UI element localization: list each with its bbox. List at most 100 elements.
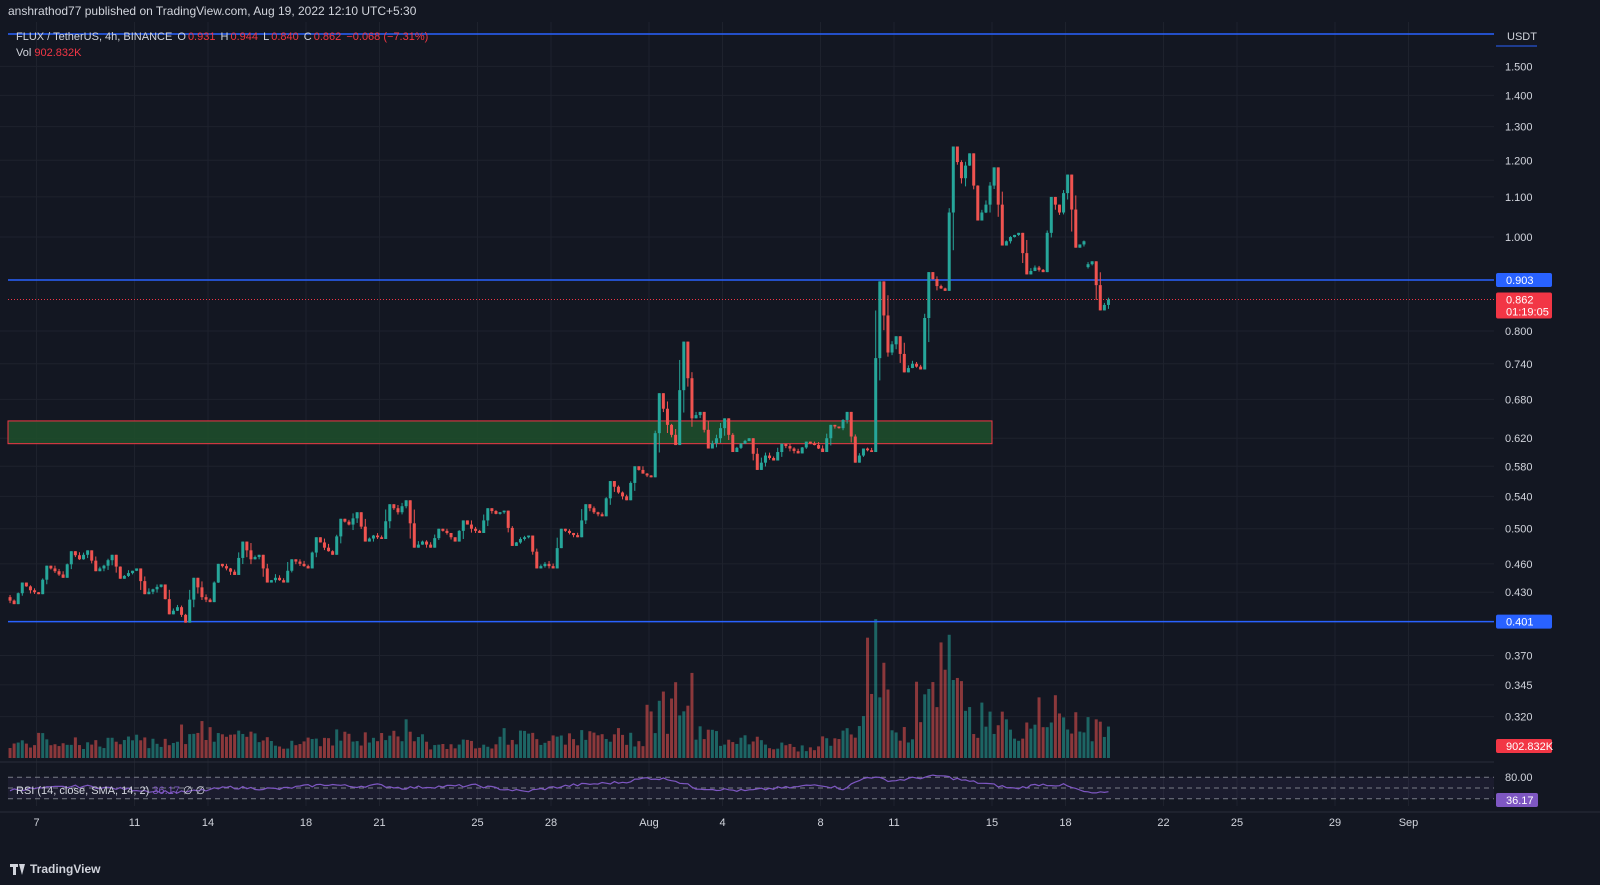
volume-bar	[331, 745, 335, 758]
candle-body	[723, 418, 727, 429]
candle-body	[249, 550, 253, 560]
volume-bar	[363, 732, 367, 758]
chart-canvas[interactable]: 1.500 1.400 1.300 1.200 1.100 1.000 0.800 0.740…	[0, 22, 1600, 856]
candle-body	[902, 353, 906, 373]
rsi-value: 36.17	[152, 785, 180, 797]
candle-body	[433, 538, 437, 548]
candle-body	[469, 524, 473, 529]
level-badge: 0.401	[1506, 617, 1534, 629]
volume-bar	[282, 748, 286, 758]
candle-body	[833, 424, 837, 427]
volume-bar	[763, 744, 767, 758]
candle-body	[555, 548, 559, 569]
candle-body	[212, 582, 216, 603]
candle-body	[821, 448, 825, 453]
candle-body	[747, 438, 751, 441]
volume-bar	[294, 745, 298, 758]
volume-bar	[719, 745, 723, 758]
volume-bar	[298, 744, 302, 758]
brand-name: TradingView	[30, 862, 101, 876]
last-price-badge: 0.862	[1506, 295, 1534, 307]
candle-body	[1098, 285, 1102, 311]
volume-bar	[706, 729, 710, 758]
volume-bar	[723, 744, 727, 758]
grid	[0, 22, 1494, 806]
candle-body	[1025, 253, 1029, 275]
symbol-label[interactable]: FLUX / TetherUS, 4h, BINANCE	[16, 31, 173, 43]
candle-body	[331, 551, 335, 555]
candle-body	[208, 599, 212, 603]
candle-body	[37, 592, 41, 595]
volume-bar	[657, 700, 661, 758]
volume-bar	[608, 741, 612, 758]
candle-body	[86, 550, 90, 555]
candle-body	[380, 537, 384, 539]
candle-body	[1070, 174, 1074, 210]
volume-bar	[1053, 695, 1057, 758]
volume-bar	[555, 736, 559, 758]
candle-body	[1013, 234, 1017, 238]
volume-bar	[1025, 722, 1029, 758]
volume-bar	[821, 736, 825, 758]
time-tick-label: 11	[129, 817, 140, 829]
candle-body	[939, 286, 943, 289]
candle-body	[196, 577, 200, 588]
candle-body	[73, 551, 77, 556]
volume-bar	[686, 705, 690, 758]
candle-body	[1041, 269, 1045, 273]
volume-bar	[249, 731, 253, 758]
candle-body	[1004, 241, 1008, 246]
volume-bar	[747, 744, 751, 758]
candle-body	[849, 411, 853, 437]
volume-bar	[273, 745, 277, 758]
candle-body	[449, 532, 453, 538]
candle-body	[465, 520, 469, 525]
volume-bar	[57, 746, 61, 758]
volume-bar	[1008, 729, 1012, 758]
candle-body	[347, 521, 351, 525]
candle-body	[126, 573, 130, 576]
volume-bar	[310, 739, 314, 758]
chart-area[interactable]: 1.500 1.400 1.300 1.200 1.100 1.000 0.800 0.740…	[0, 22, 1600, 856]
tradingview-logo[interactable]: TradingView	[10, 862, 100, 876]
volume-bar	[596, 735, 600, 758]
volume-bar	[1021, 738, 1025, 758]
candle-body	[77, 555, 81, 560]
volume-bar	[1106, 726, 1110, 758]
candle-body	[674, 434, 678, 446]
volume-bar	[1004, 719, 1008, 758]
volume-bar	[637, 741, 641, 758]
volume-bar	[874, 619, 878, 758]
price-tick-label: 1.500	[1505, 61, 1533, 73]
volume-bar	[539, 744, 543, 758]
candle-body	[653, 433, 657, 478]
candle-body	[886, 315, 890, 353]
candle-body	[772, 458, 776, 461]
candle-body	[376, 535, 380, 538]
candle-body	[69, 551, 73, 565]
volume-label[interactable]: Vol	[16, 47, 32, 59]
volume-bar	[817, 746, 821, 758]
volume-bar	[702, 739, 706, 758]
candle-body	[363, 526, 367, 542]
volume-bar	[167, 745, 171, 758]
candle-body	[951, 146, 955, 213]
candle-body	[698, 411, 702, 416]
candle-body	[996, 167, 1000, 205]
candle-body	[24, 582, 28, 587]
candle-body	[845, 411, 849, 420]
candle-body	[686, 341, 690, 379]
candle-body	[1078, 244, 1082, 248]
volume-bar	[371, 737, 375, 758]
candle-body	[1102, 304, 1106, 311]
candle-body	[273, 577, 277, 581]
volume-bar	[812, 750, 816, 758]
volume-bar	[265, 737, 269, 758]
rsi-label[interactable]: RSI (14, close, SMA, 14, 2)	[16, 785, 150, 797]
volume-bar	[1000, 711, 1004, 758]
candle-body	[927, 272, 931, 318]
candle-body	[265, 568, 269, 583]
candle-body	[719, 428, 723, 439]
volume-bar	[498, 736, 502, 758]
candle-body	[286, 570, 290, 583]
